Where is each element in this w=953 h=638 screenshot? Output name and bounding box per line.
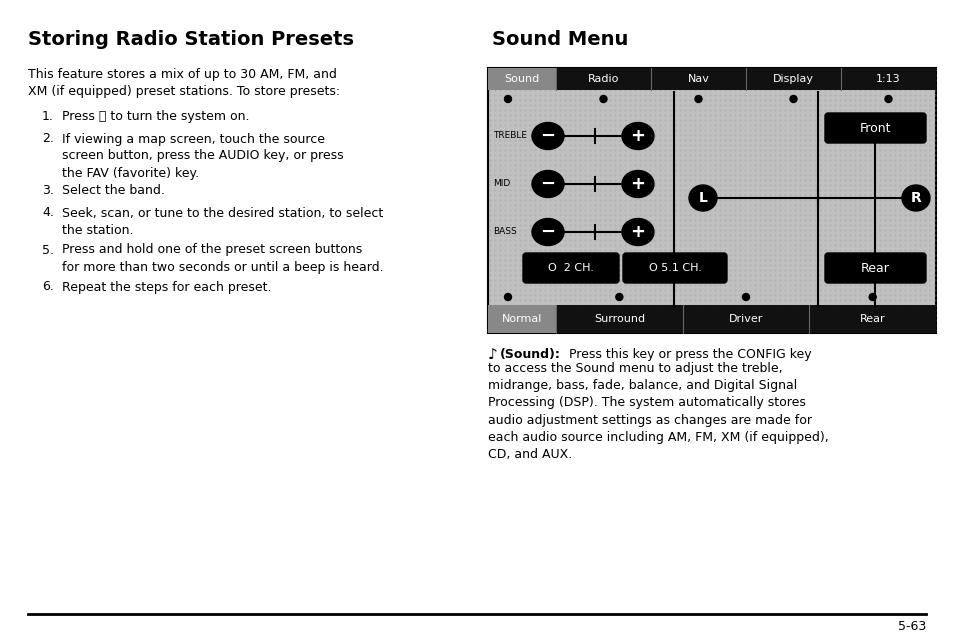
Ellipse shape xyxy=(532,170,563,198)
Text: −: − xyxy=(539,223,555,241)
Text: L: L xyxy=(698,191,707,205)
Text: Sound Menu: Sound Menu xyxy=(492,30,628,49)
Text: O  2 CH.: O 2 CH. xyxy=(547,263,594,273)
Text: 1.: 1. xyxy=(42,110,53,123)
Text: +: + xyxy=(630,127,645,145)
Bar xyxy=(488,68,935,333)
Text: Seek, scan, or tune to the desired station, to select
the station.: Seek, scan, or tune to the desired stati… xyxy=(62,207,383,237)
FancyBboxPatch shape xyxy=(622,253,726,283)
Bar xyxy=(488,305,556,333)
Text: TREBLE: TREBLE xyxy=(493,131,526,140)
Text: Sound: Sound xyxy=(504,74,539,84)
Text: −: − xyxy=(539,175,555,193)
Text: 2.: 2. xyxy=(42,133,53,145)
Circle shape xyxy=(616,293,622,300)
Text: Radio: Radio xyxy=(587,74,618,84)
Text: ♪: ♪ xyxy=(488,348,497,363)
Ellipse shape xyxy=(621,122,654,149)
Text: R: R xyxy=(910,191,921,205)
Text: 5.: 5. xyxy=(42,244,54,256)
Text: Select the band.: Select the band. xyxy=(62,184,165,197)
Text: Front: Front xyxy=(859,121,890,135)
Text: Rear: Rear xyxy=(859,314,884,324)
Text: Normal: Normal xyxy=(501,314,541,324)
Text: −: − xyxy=(539,127,555,145)
Text: +: + xyxy=(630,175,645,193)
Text: to access the Sound menu to adjust the treble,
midrange, bass, fade, balance, an: to access the Sound menu to adjust the t… xyxy=(488,362,828,461)
FancyBboxPatch shape xyxy=(824,113,925,143)
Ellipse shape xyxy=(532,122,563,149)
Text: Storing Radio Station Presets: Storing Radio Station Presets xyxy=(28,30,354,49)
Text: Press this key or press the CONFIG key: Press this key or press the CONFIG key xyxy=(564,348,811,361)
Ellipse shape xyxy=(901,185,929,211)
Text: O 5.1 CH.: O 5.1 CH. xyxy=(648,263,700,273)
Ellipse shape xyxy=(532,218,563,246)
Ellipse shape xyxy=(621,170,654,198)
FancyBboxPatch shape xyxy=(824,253,925,283)
FancyBboxPatch shape xyxy=(522,253,618,283)
Text: Surround: Surround xyxy=(593,314,644,324)
Text: 3.: 3. xyxy=(42,184,53,197)
Ellipse shape xyxy=(688,185,717,211)
Text: 5-63: 5-63 xyxy=(897,620,925,633)
Text: MID: MID xyxy=(493,179,510,188)
Ellipse shape xyxy=(621,218,654,246)
Text: Press ⒨ to turn the system on.: Press ⒨ to turn the system on. xyxy=(62,110,250,123)
Circle shape xyxy=(884,96,891,103)
Text: 4.: 4. xyxy=(42,207,53,219)
Text: Rear: Rear xyxy=(861,262,889,274)
Circle shape xyxy=(789,96,796,103)
Text: Repeat the steps for each preset.: Repeat the steps for each preset. xyxy=(62,281,272,293)
Circle shape xyxy=(504,293,511,300)
Text: This feature stores a mix of up to 30 AM, FM, and
XM (if equipped) preset statio: This feature stores a mix of up to 30 AM… xyxy=(28,68,340,98)
Text: BASS: BASS xyxy=(493,228,517,237)
Circle shape xyxy=(868,293,875,300)
Circle shape xyxy=(504,96,511,103)
Text: Nav: Nav xyxy=(687,74,709,84)
Text: If viewing a map screen, touch the source
screen button, press the AUDIO key, or: If viewing a map screen, touch the sourc… xyxy=(62,133,343,179)
Circle shape xyxy=(695,96,701,103)
Bar xyxy=(488,68,935,90)
Text: Press and hold one of the preset screen buttons
for more than two seconds or unt: Press and hold one of the preset screen … xyxy=(62,244,383,274)
Bar xyxy=(488,305,935,333)
Bar xyxy=(488,68,556,90)
Text: Driver: Driver xyxy=(728,314,762,324)
Text: 1:13: 1:13 xyxy=(875,74,900,84)
Text: (Sound):: (Sound): xyxy=(499,348,560,361)
Text: 6.: 6. xyxy=(42,281,53,293)
Text: Display: Display xyxy=(772,74,813,84)
Circle shape xyxy=(741,293,749,300)
Circle shape xyxy=(599,96,606,103)
Text: +: + xyxy=(630,223,645,241)
